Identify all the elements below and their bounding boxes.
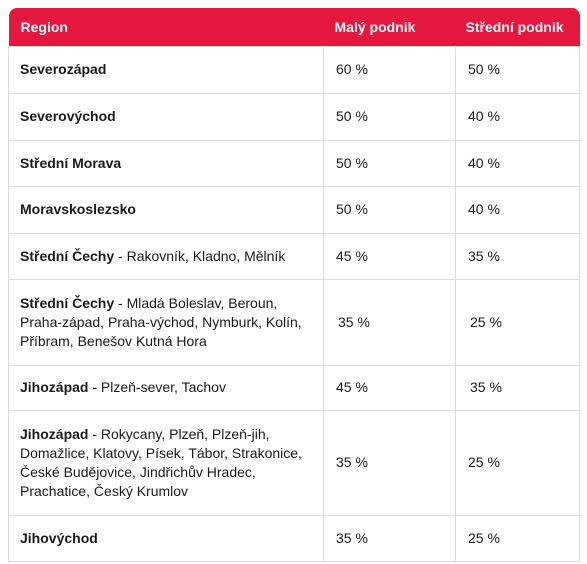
table-row: Jihovýchod 35 % 25 % [8,514,580,562]
region-cell: Jihovýchod [8,514,324,562]
region-name: Střední Čechy [20,247,115,264]
region-cell: Střední Čechy - Mladá Boleslav, Beroun, … [8,278,324,366]
small-business-value: 45 % [323,232,456,280]
medium-business-value: 25 % [455,278,580,366]
table-row: Střední Morava 50 % 40 % [8,139,580,187]
table-row: Moravskoslezsko 50 % 40 % [8,185,580,234]
region-cell: Střední Čechy - Rakovník, Kladno, Mělník [8,232,324,280]
table-row: Severozápad 60 % 50 % [8,45,580,94]
region-name: Severozápad [20,61,107,77]
small-business-value: 50 % [323,139,456,187]
medium-business-value: 25 % [455,514,580,562]
region-cell: Střední Morava [8,139,324,187]
region-name: Jihozápad [20,425,89,442]
table-row: Severovýchod 50 % 40 % [8,92,580,141]
table-row: Střední Čechy - Mladá Boleslav, Beroun, … [8,278,580,366]
region-detail: - Plzeň-sever, Tachov [88,379,226,395]
table-row: Jihozápad - Plzeň-sever, Tachov 45 % 35 … [8,364,580,411]
region-name: Střední Čechy [20,294,115,311]
small-business-value: 35 % [323,278,456,366]
subsidy-table-container: Region Malý podnik Střední podnik Severo… [8,8,580,562]
region-cell: Severozápad [8,45,324,94]
region-cell: Jihozápad - Rokycany, Plzeň, Plzeň-jih, … [8,409,324,516]
region-cell: Severovýchod [8,92,324,141]
small-business-value: 60 % [323,45,456,94]
table-row: Jihozápad - Rokycany, Plzeň, Plzeň-jih, … [8,409,580,516]
header-medium-business: Střední podnik [455,8,580,46]
medium-business-value: 40 % [455,185,580,234]
header-small-business: Malý podnik [323,8,456,46]
region-detail: - Rakovník, Kladno, Mělník [114,247,286,264]
medium-business-value: 40 % [455,139,580,187]
subsidy-table: Region Malý podnik Střední podnik Severo… [8,8,580,562]
small-business-value: 45 % [323,364,456,411]
region-name: Jihozápad [20,379,89,395]
region-cell: Jihozápad - Plzeň-sever, Tachov [8,364,324,411]
header-region: Region [8,8,324,46]
small-business-value: 35 % [323,514,456,562]
medium-business-value: 50 % [455,45,580,94]
medium-business-value: 40 % [455,92,580,141]
medium-business-value: 35 % [455,232,580,280]
table-row: Střední Čechy - Rakovník, Kladno, Mělník… [8,232,580,280]
region-name: Severovýchod [20,108,116,124]
region-detail: - Mladá Boleslav, Beroun, Praha-západ, P… [20,294,302,349]
small-business-value: 50 % [323,92,456,141]
small-business-value: 50 % [323,185,456,234]
region-cell: Moravskoslezsko [8,185,324,234]
region-name: Moravskoslezsko [20,201,136,217]
small-business-value: 35 % [323,409,456,516]
region-detail: - Rokycany, Plzeň, Plzeň-jih, Domažlice,… [20,425,302,499]
header-row: Region Malý podnik Střední podnik [8,8,580,46]
region-name: Střední Morava [20,154,122,171]
medium-business-value: 25 % [455,409,580,516]
table-header: Region Malý podnik Střední podnik [8,8,580,46]
table-body: Severozápad 60 % 50 % Severovýchod 50 % … [8,45,580,562]
medium-business-value: 35 % [455,364,580,411]
region-name: Jihovýchod [20,529,98,546]
